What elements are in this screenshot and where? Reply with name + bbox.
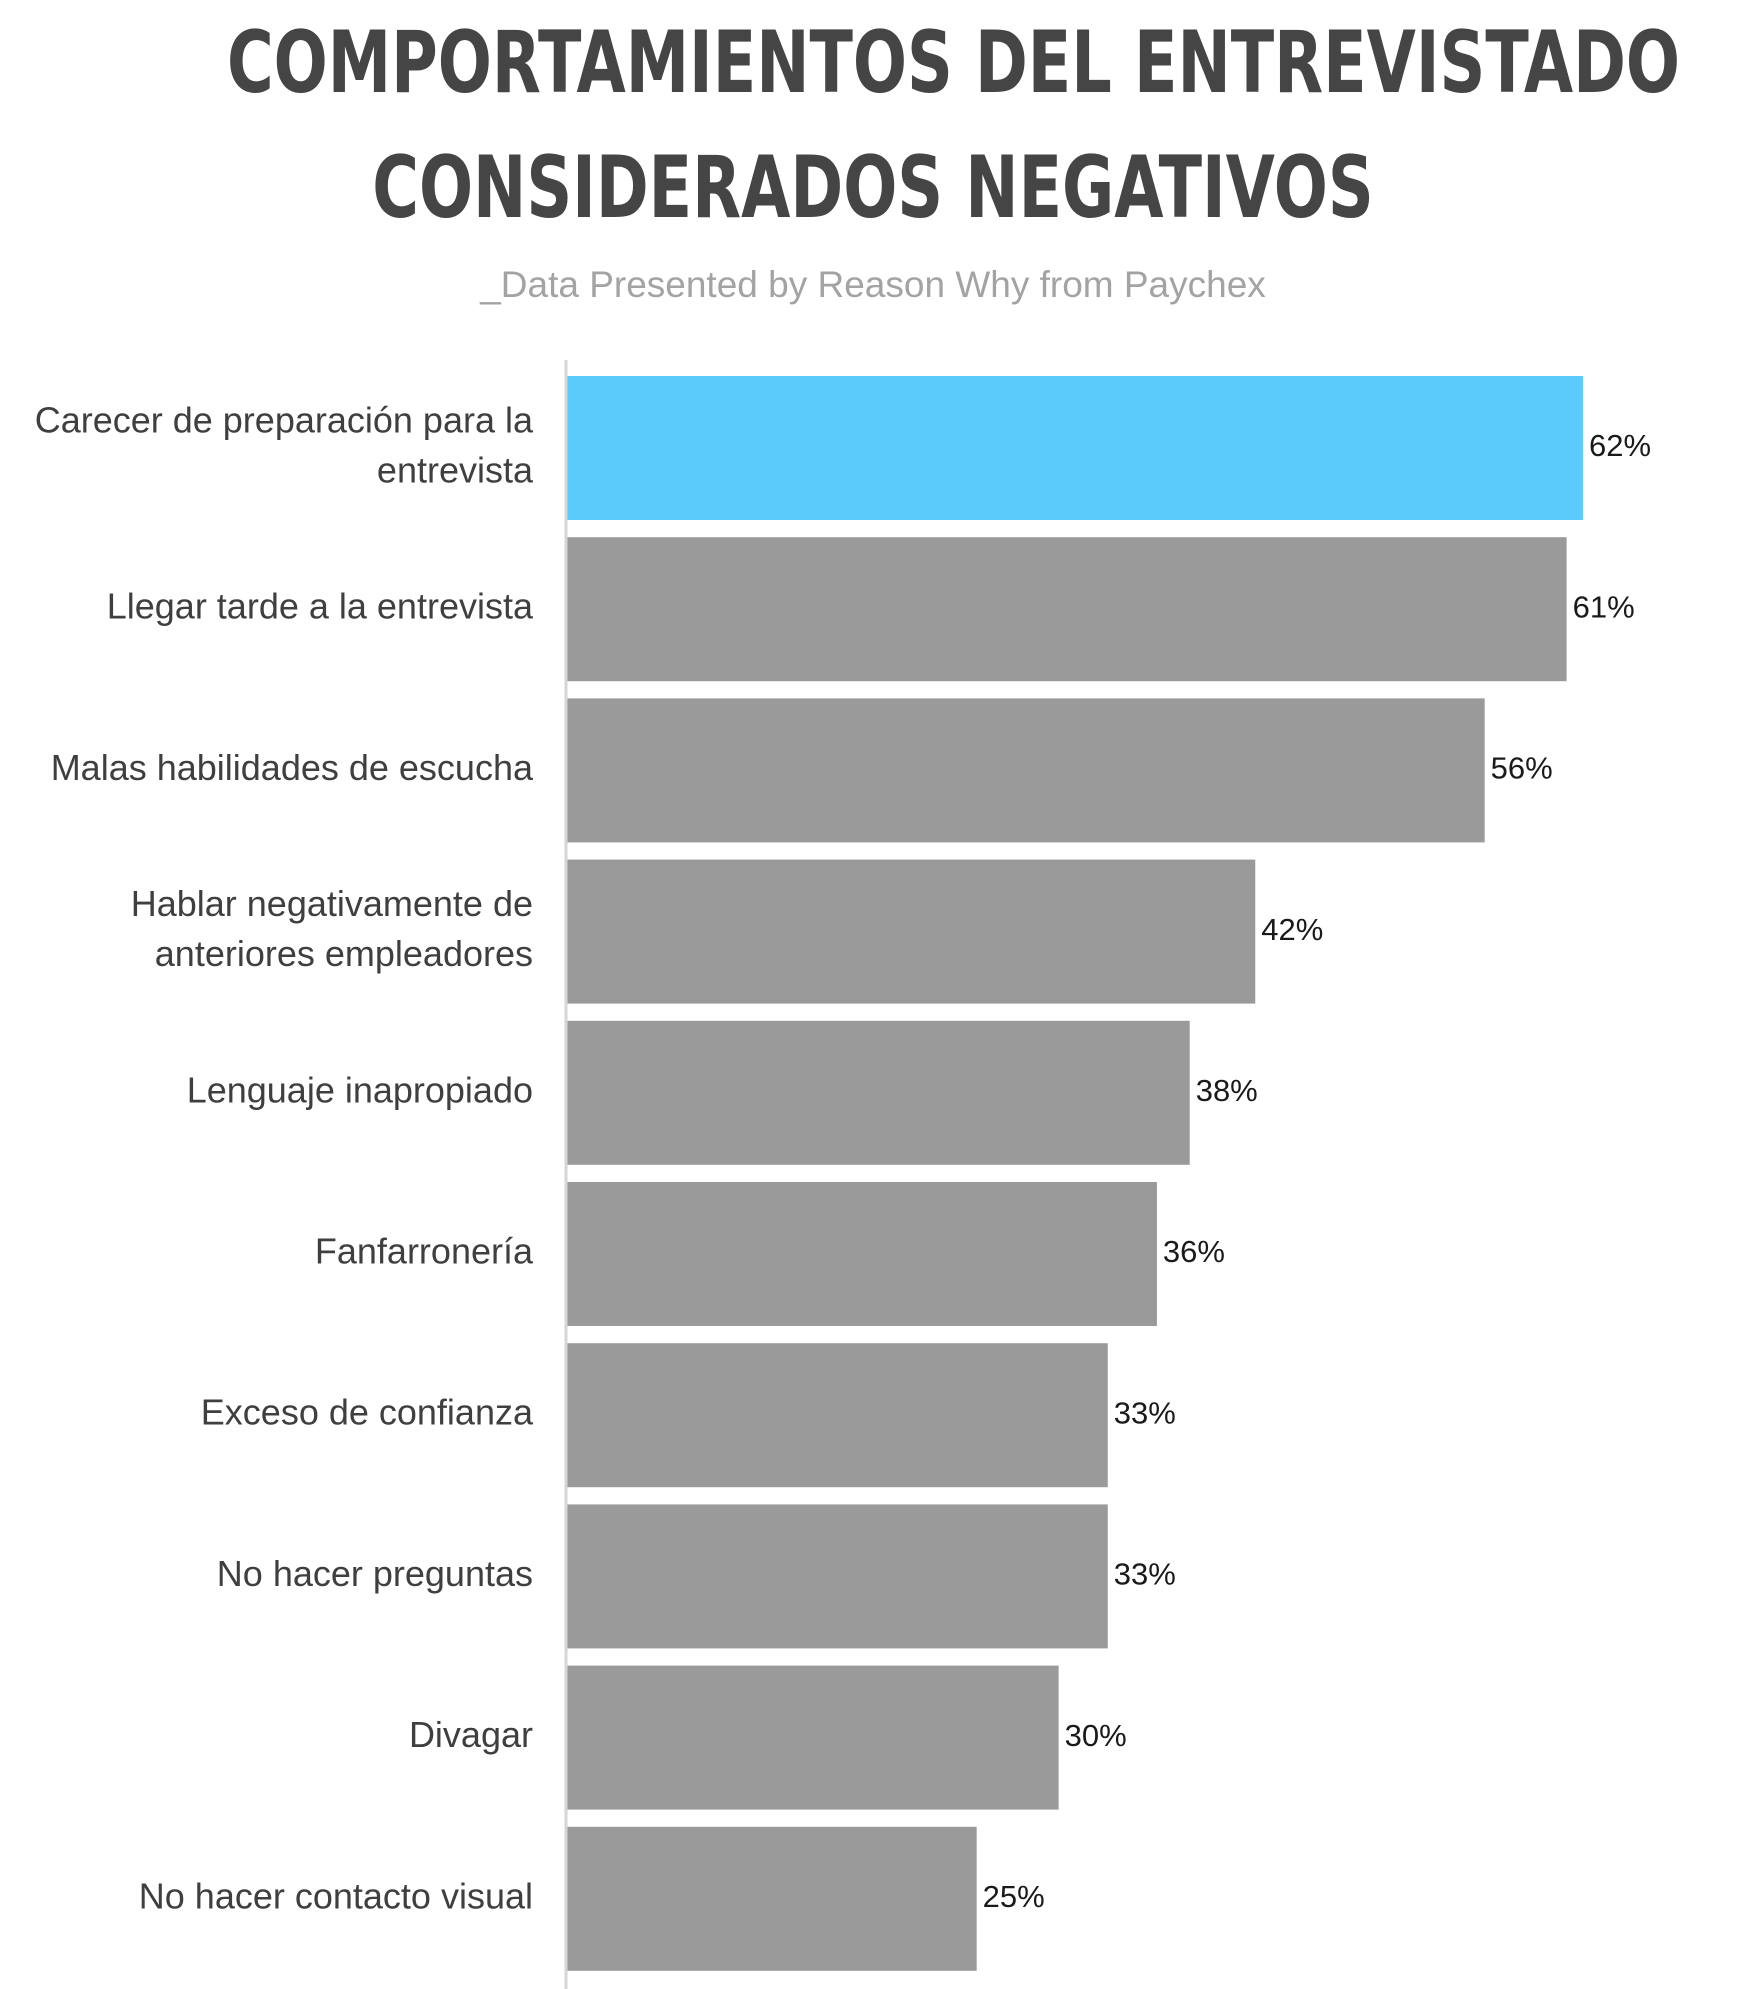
bar-value-label: 36%: [1163, 1234, 1225, 1269]
bar: [567, 1343, 1108, 1488]
category-label-line: anteriores empleadores: [155, 933, 533, 974]
bar-value-label: 30%: [1065, 1718, 1127, 1753]
bar: [567, 537, 1567, 682]
category-label-line: Lenguaje inapropiado: [187, 1069, 533, 1110]
category-label: Divagar: [409, 1714, 533, 1755]
category-label: Exceso de confianza: [201, 1392, 534, 1433]
category-label-line: No hacer contacto visual: [139, 1875, 533, 1916]
bar: [567, 859, 1256, 1004]
category-label-line: Malas habilidades de escucha: [51, 747, 534, 788]
chart-title-line-2: CONSIDERADOS NEGATIVOS: [372, 138, 1374, 238]
bar: [567, 698, 1485, 843]
category-label-line: Hablar negativamente de: [131, 883, 533, 924]
chart-subtitle: _Data Presented by Reason Why from Paych…: [480, 264, 1266, 305]
value-labels: 62% 61% 56% 42% 38% 36% 33% 33% 30% 25%: [983, 428, 1651, 1914]
category-label-line: No hacer preguntas: [217, 1553, 533, 1594]
bar: [567, 1665, 1059, 1810]
category-label: Fanfarronería: [315, 1231, 534, 1272]
bar: [567, 1504, 1108, 1649]
bar: [567, 1182, 1157, 1326]
category-label: No hacer preguntas: [217, 1553, 533, 1594]
bar-value-label: 62%: [1589, 428, 1651, 463]
category-label: Lenguaje inapropiado: [187, 1069, 533, 1110]
category-label-line: Exceso de confianza: [201, 1392, 534, 1433]
bar-value-label: 25%: [983, 1879, 1045, 1914]
bar: [567, 1020, 1190, 1165]
bar-value-label: 33%: [1114, 1395, 1176, 1430]
bar: [567, 1826, 977, 1971]
category-label-line: Carecer de preparación para la: [35, 400, 534, 441]
bar-value-label: 33%: [1114, 1557, 1176, 1592]
category-label-line: Divagar: [409, 1714, 533, 1755]
bar-value-label: 56%: [1491, 751, 1553, 786]
bar: [567, 376, 1583, 520]
bar-value-label: 38%: [1196, 1073, 1258, 1108]
bar-value-label: 61%: [1573, 589, 1635, 624]
category-label-line: entrevista: [377, 450, 534, 491]
category-label: Hablar negativamente de anteriores emplea…: [131, 883, 533, 974]
category-label: Malas habilidades de escucha: [51, 747, 534, 788]
bar-value-label: 42%: [1261, 912, 1323, 947]
category-label-line: Fanfarronería: [315, 1231, 534, 1272]
category-label: Carecer de preparación para la entrevista: [35, 400, 534, 491]
category-label: No hacer contacto visual: [139, 1875, 533, 1916]
category-label-line: Llegar tarde a la entrevista: [107, 586, 534, 627]
category-labels: Carecer de preparación para la entrevista…: [35, 400, 534, 1917]
category-label: Llegar tarde a la entrevista: [107, 586, 534, 627]
chart-title-line-1: COMPORTAMIENTOS DEL ENTREVISTADO: [226, 13, 1681, 113]
bars-layer: [567, 376, 1583, 1971]
